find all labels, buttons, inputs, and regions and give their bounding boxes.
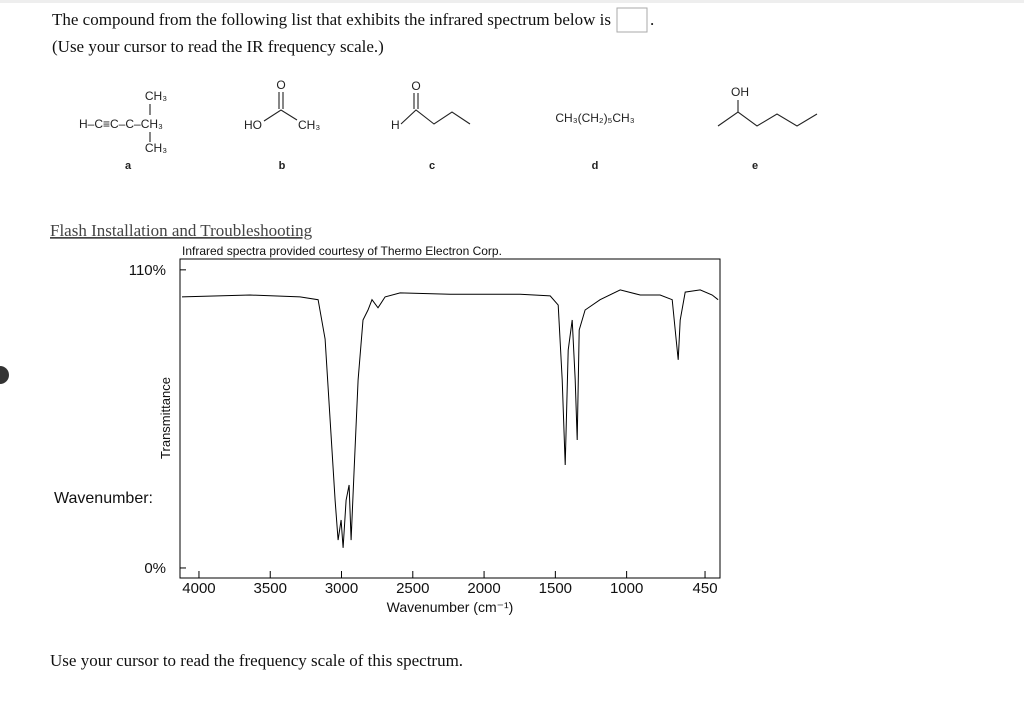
plot-frame bbox=[179, 258, 721, 579]
x-axis-label: Wavenumber (cm⁻¹) bbox=[387, 599, 514, 615]
x-tick-label: 1000 bbox=[610, 580, 643, 597]
x-tick-label: 2500 bbox=[396, 580, 429, 597]
compound-label: d bbox=[592, 160, 599, 172]
formula: H–C≡C–C–CH₃ bbox=[79, 117, 163, 131]
formula: O bbox=[276, 78, 285, 92]
compound-d: CH₃(CH₂)₅CH₃ d bbox=[555, 111, 634, 172]
question-text: The compound from the following list tha… bbox=[52, 10, 611, 29]
x-tick-label: 3500 bbox=[254, 580, 287, 597]
formula: H bbox=[391, 118, 400, 132]
chart-title: Infrared spectra provided courtesy of Th… bbox=[182, 244, 502, 258]
y-tick-label: 0% bbox=[144, 560, 166, 577]
formula: HO bbox=[244, 118, 262, 132]
spectrum-line bbox=[181, 289, 719, 548]
x-tick-label: 4000 bbox=[182, 580, 215, 597]
bond bbox=[717, 111, 818, 127]
x-tick-label: 1500 bbox=[539, 580, 572, 597]
formula: CH₃ bbox=[145, 89, 167, 103]
annotation: Wavenumber: bbox=[54, 490, 153, 507]
compound-label: a bbox=[125, 160, 132, 172]
bond bbox=[400, 109, 471, 125]
top-bar bbox=[0, 0, 1024, 3]
x-tick-label: 450 bbox=[693, 580, 718, 597]
compound-label: c bbox=[429, 160, 435, 172]
y-axis-label: Transmittance bbox=[158, 377, 173, 459]
x-tick-label: 3000 bbox=[325, 580, 358, 597]
compound-c: H O c bbox=[391, 79, 471, 172]
formula: O bbox=[411, 79, 420, 93]
formula: CH₃ bbox=[298, 118, 320, 132]
x-tick-label: 2000 bbox=[467, 580, 500, 597]
answer-box[interactable] bbox=[616, 7, 648, 33]
compound-b: HO O CH₃ b bbox=[244, 78, 320, 172]
formula: CH₃ bbox=[145, 141, 167, 155]
y-tick-label: 110% bbox=[129, 262, 166, 279]
formula: OH bbox=[731, 85, 749, 99]
chart: Infrared spectra provided courtesy of Th… bbox=[54, 244, 721, 615]
question-hint: (Use your cursor to read the IR frequenc… bbox=[52, 37, 384, 56]
question-end: . bbox=[650, 10, 654, 29]
footer-text: Use your cursor to read the frequency sc… bbox=[50, 651, 463, 670]
compound-label: b bbox=[279, 160, 286, 172]
compound-label: e bbox=[752, 160, 758, 172]
side-handle bbox=[0, 366, 9, 384]
help-link[interactable]: Flash Installation and Troubleshooting bbox=[50, 221, 313, 240]
compound-a: CH₃ H–C≡C–C–CH₃ CH₃ a bbox=[79, 89, 167, 172]
formula: CH₃(CH₂)₅CH₃ bbox=[555, 111, 634, 125]
compound-e: OH e bbox=[717, 85, 818, 172]
bond bbox=[263, 109, 298, 122]
